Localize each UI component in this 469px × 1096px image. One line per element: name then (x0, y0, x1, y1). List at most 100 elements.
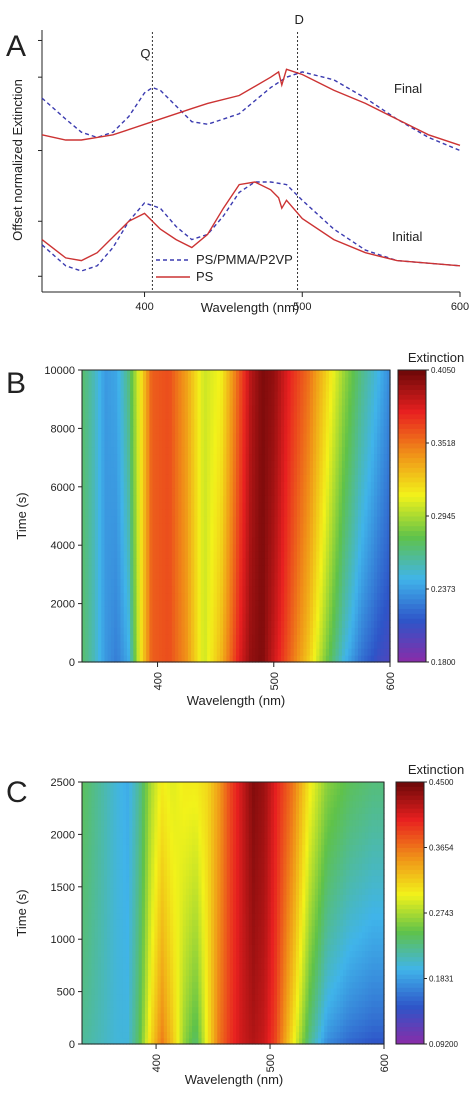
panel-b-colorbar-title: Extinction (408, 350, 464, 365)
x-tick-label-0: 400 (153, 672, 165, 690)
colorbar-segment (398, 375, 426, 380)
colorbar-tick-label-3: 0.3518 (431, 439, 456, 448)
colorbar-segment (398, 385, 426, 390)
colorbar-segment (398, 458, 426, 463)
panel-a-letter: A (6, 30, 26, 63)
colorbar-segment (398, 535, 426, 540)
colorbar-segment (398, 633, 426, 638)
colorbar-segment (398, 555, 426, 560)
colorbar-segment (398, 433, 426, 438)
colorbar-segment (398, 526, 426, 531)
colorbar-segment (398, 604, 426, 609)
colorbar-tick-label-2: 0.2945 (431, 512, 456, 521)
colorbar-segment (398, 545, 426, 550)
colorbar-segment (398, 579, 426, 584)
colorbar-segment (398, 409, 426, 414)
colorbar-segment (398, 628, 426, 633)
x-tick-label-2: 600 (451, 301, 469, 313)
colorbar-segment (398, 487, 426, 492)
panel-b-y-ticks: 0 2000 4000 6000 8000 10000 (44, 365, 82, 669)
colorbar-segment (398, 521, 426, 526)
colorbar-segment (398, 399, 426, 404)
colorbar-tick-label-4: 0.4050 (431, 366, 456, 375)
colorbar-segment (398, 565, 426, 570)
colorbar-segment (398, 623, 426, 628)
y-tick-label-5: 10000 (44, 365, 75, 377)
colorbar-segment (398, 389, 426, 394)
colorbar-segment (398, 511, 426, 516)
colorbar-segment (398, 472, 426, 477)
colorbar-segment (398, 443, 426, 448)
annotation-final: Final (394, 81, 422, 96)
y-tick-label-2: 4000 (51, 540, 75, 552)
legend-label-1: PS/PMMA/P2VP (196, 252, 293, 267)
colorbar-segment (398, 550, 426, 555)
colorbar-segment (398, 492, 426, 497)
colorbar-segment (398, 560, 426, 565)
colorbar-segment (398, 462, 426, 467)
colorbar-segment (398, 428, 426, 433)
panel-a-y-ticks (38, 40, 42, 276)
legend-label-2: PS (196, 269, 214, 284)
legend: PS/PMMA/P2VP PS (156, 252, 293, 284)
colorbar-segment (398, 613, 426, 618)
annotation-d: D (295, 12, 304, 27)
colorbar-segment (398, 652, 426, 657)
colorbar-segment (398, 643, 426, 648)
colorbar-segment (398, 438, 426, 443)
colorbar-segment (398, 394, 426, 399)
colorbar-segment (398, 414, 426, 419)
colorbar-segment (398, 404, 426, 409)
colorbar-segment (398, 531, 426, 536)
colorbar-segment (398, 482, 426, 487)
colorbar-segment (398, 574, 426, 579)
colorbar-segment (398, 467, 426, 472)
panel-c-letter: C (6, 776, 28, 809)
y-tick-label-3: 6000 (51, 482, 75, 494)
colorbar-tick-label-0: 0.1800 (431, 658, 456, 667)
y-tick-label-4: 8000 (51, 423, 75, 435)
colorbar-segment (398, 584, 426, 589)
colorbar-segment (398, 608, 426, 613)
colorbar-segment (398, 589, 426, 594)
x-tick-label-0: 400 (135, 301, 153, 313)
colorbar-segment (398, 599, 426, 604)
panel-b-x-label: Wavelength (nm) (187, 693, 286, 708)
colorbar-segment (398, 370, 426, 375)
y-tick-label-0: 0 (69, 657, 75, 669)
panel-a-y-label: Offset normalized Extinction (10, 79, 25, 241)
panel-a-x-label: Wavelength (nm) (201, 300, 300, 315)
colorbar-segment (398, 448, 426, 453)
panel-b-colorbar: 0.1800 0.2373 0.2945 0.3518 0.4050 (398, 366, 456, 667)
colorbar-segment (398, 380, 426, 385)
colorbar-segment (398, 516, 426, 521)
colorbar-segment (398, 497, 426, 502)
colorbar-segment (398, 501, 426, 506)
colorbar-segment (398, 424, 426, 429)
annotation-q: Q (140, 46, 150, 61)
panel-b-y-label: Time (s) (14, 492, 29, 539)
colorbar-segment (398, 419, 426, 424)
colorbar-segment (398, 453, 426, 458)
colorbar-segment (398, 618, 426, 623)
colorbar-segment (398, 540, 426, 545)
colorbar-segment (398, 647, 426, 652)
y-tick-label-1: 2000 (51, 599, 75, 611)
x-tick-label-2: 600 (385, 672, 397, 690)
colorbar-segment (398, 570, 426, 575)
colorbar-tick-label-1: 0.2373 (431, 585, 456, 594)
colorbar-segment (398, 638, 426, 643)
panel-b: B 400 500 600 0 2000 4000 6000 8000 10000 Wavel… (6, 350, 464, 708)
x-tick-label-1: 500 (269, 672, 281, 690)
panel-b-x-ticks: 400 500 600 (153, 662, 397, 690)
panel-b-letter: B (6, 367, 26, 400)
panel-b-heatmap (82, 370, 391, 663)
colorbar-segment (398, 477, 426, 482)
colorbar-segment (398, 594, 426, 599)
panel-c-heatmap (82, 782, 385, 1045)
colorbar-segment (398, 506, 426, 511)
